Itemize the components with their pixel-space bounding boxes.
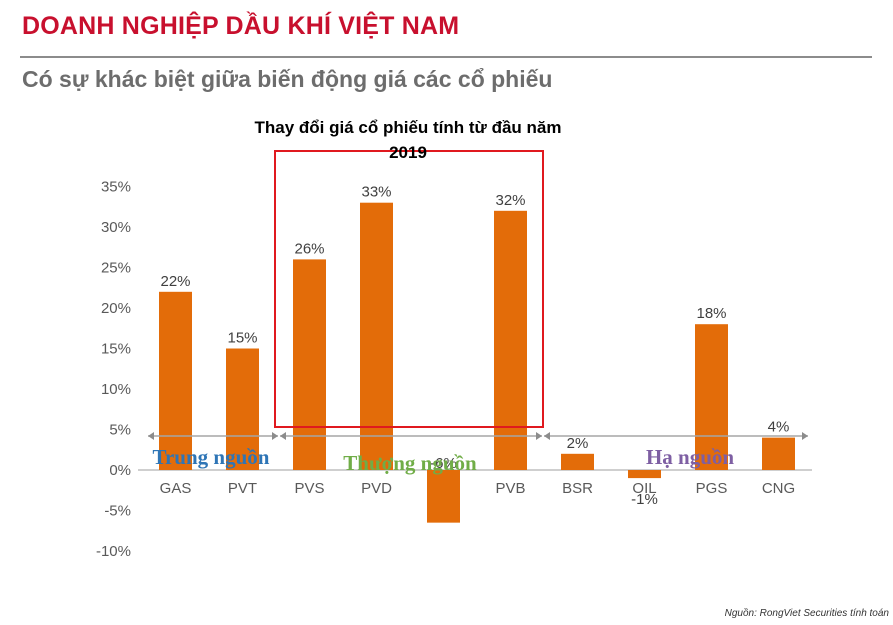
data-label: 15% [227, 330, 257, 347]
arrow-head [272, 432, 278, 440]
y-tick-label: 30% [101, 219, 131, 236]
data-label: 4% [768, 419, 790, 436]
arrow-head [802, 432, 808, 440]
data-label: 2% [567, 435, 589, 452]
data-label: -1% [631, 491, 658, 508]
highlight-box [274, 150, 544, 428]
y-tick-label: 15% [101, 341, 131, 358]
bar-pvb [494, 210, 527, 471]
x-tick-label: PGS [696, 480, 728, 497]
data-label: 33% [361, 184, 391, 201]
segment-label: Hạ nguồn [646, 445, 734, 469]
bar-oil [628, 470, 661, 479]
segment-annotations: Trung nguồn Thượng nguồn Hạ nguồn [148, 432, 808, 475]
y-tick-label: 20% [101, 300, 131, 317]
y-tick-label: 25% [101, 260, 131, 277]
source-note: Nguồn: RongViet Securities tính toán [724, 608, 889, 619]
data-label: -6% [430, 455, 457, 472]
x-tick-label: PVS [294, 480, 324, 497]
arrow-head [536, 432, 542, 440]
y-tick-label: 35% [101, 179, 131, 196]
y-tick-label: 10% [101, 381, 131, 398]
page-title: DOANH NGHIỆP DẦU KHÍ VIỆT NAM [22, 12, 460, 40]
x-tick-label: PVD [361, 480, 392, 497]
y-tick-label: 0% [109, 462, 131, 479]
chart-title-year: 2019 [389, 143, 427, 162]
x-axis-tick-labels: GAS PVT PVS PVD PVB BSR OIL PGS CNG [160, 480, 796, 497]
y-tick-label: -10% [96, 543, 131, 560]
data-label: 22% [160, 273, 190, 290]
data-label: 32% [495, 192, 525, 209]
bar-gas [159, 291, 192, 470]
bar-series [159, 202, 795, 523]
x-tick-label: PVT [228, 480, 257, 497]
bar-bsr [561, 453, 594, 470]
x-tick-label: PVB [495, 480, 525, 497]
y-tick-label: 5% [109, 422, 131, 439]
x-tick-label: OIL [632, 480, 656, 497]
y-tick-label: -5% [104, 503, 131, 520]
data-label: 26% [294, 240, 324, 257]
x-tick-label: CNG [762, 480, 795, 497]
data-labels: 22% 15% 26% 33% -6% 32% 2% -1% 18% 4% [160, 184, 789, 508]
page-subtitle: Có sự khác biệt giữa biến động giá các c… [22, 66, 553, 92]
arrow-head [148, 432, 154, 440]
chart-title: Thay đổi giá cổ phiếu tính từ đầu năm [255, 118, 562, 137]
arrow-head [280, 432, 286, 440]
bar-pvs [293, 259, 326, 470]
arrow-head [544, 432, 550, 440]
bar-cng [762, 437, 795, 470]
data-label: 18% [696, 305, 726, 322]
header-divider [20, 56, 872, 58]
x-tick-label: BSR [562, 480, 593, 497]
segment-label: Trung nguồn [153, 445, 270, 469]
bar-pvt [226, 348, 259, 470]
y-axis: -10% -5% 0% 5% 10% 15% 20% 25% 30% 35% [96, 179, 131, 561]
x-tick-label: GAS [160, 480, 192, 497]
bar-pgs [695, 324, 728, 470]
bar-pvd [360, 202, 393, 470]
segment-label: Thượng nguồn [343, 451, 477, 475]
bar-pvc [427, 470, 460, 523]
